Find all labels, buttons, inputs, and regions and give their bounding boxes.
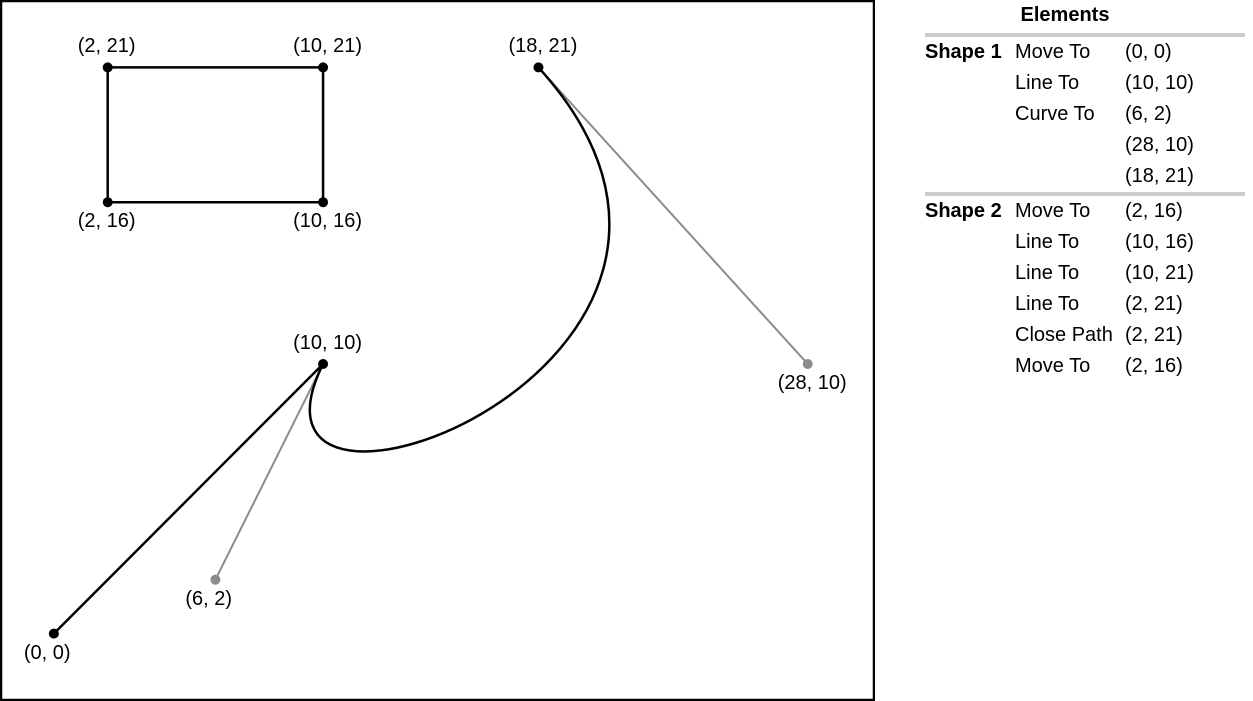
shape-name-cell (925, 99, 1015, 130)
point-label: (10, 21) (293, 35, 362, 58)
op-cell: Line To (1015, 258, 1125, 289)
anchor-point (533, 62, 543, 72)
op-cell: Move To (1015, 37, 1125, 68)
table-row: (28, 10) (925, 130, 1245, 161)
elements-table: Shape 1Move To(0, 0)Line To(10, 10)Curve… (925, 37, 1245, 192)
page: (0, 0)(10, 10)(18, 21)(2, 16)(10, 16)(10… (0, 0, 1253, 701)
drawing-canvas: (0, 0) (10, 10) (18, 21) (2, 16) (10, 16) (10… (0, 0, 875, 701)
point-label: (6, 2) (185, 588, 232, 611)
point-label: (2, 16) (78, 210, 136, 233)
anchor-point (103, 62, 113, 72)
control-point (210, 575, 220, 585)
op-cell: Move To (1015, 196, 1125, 227)
op-cell: Line To (1015, 227, 1125, 258)
coord-cell: (2, 16) (1125, 196, 1245, 227)
point-label: (10, 16) (293, 210, 362, 233)
anchor-point (103, 197, 113, 207)
point-label: (10, 10) (293, 332, 362, 355)
coord-cell: (2, 21) (1125, 289, 1245, 320)
table-row: Line To(10, 16) (925, 227, 1245, 258)
table-row: Close Path(2, 21) (925, 320, 1245, 351)
shape-name-cell (925, 68, 1015, 99)
table-row: Shape 1Move To(0, 0) (925, 37, 1245, 68)
point-label: (28, 10) (778, 372, 847, 395)
table-row: Line To(2, 21) (925, 289, 1245, 320)
op-cell: Curve To (1015, 99, 1125, 130)
op-cell: Move To (1015, 351, 1125, 382)
shape-name-cell (925, 227, 1015, 258)
op-cell: Close Path (1015, 320, 1125, 351)
shape-name-cell (925, 320, 1015, 351)
coord-cell: (0, 0) (1125, 37, 1245, 68)
coord-cell: (18, 21) (1125, 161, 1245, 192)
table-row: Shape 2Move To(2, 16) (925, 196, 1245, 227)
coord-cell: (10, 16) (1125, 227, 1245, 258)
table-row: Line To(10, 21) (925, 258, 1245, 289)
shape-name-cell: Shape 1 (925, 37, 1015, 68)
shape-name-cell (925, 351, 1015, 382)
point-label: (18, 21) (508, 35, 577, 58)
coord-cell: (2, 16) (1125, 351, 1245, 382)
control-point (803, 359, 813, 369)
elements-table: Shape 2Move To(2, 16)Line To(10, 16)Line… (925, 196, 1245, 382)
coord-cell: (2, 21) (1125, 320, 1245, 351)
anchor-point (318, 62, 328, 72)
shape-name-cell (925, 258, 1015, 289)
op-cell: Line To (1015, 68, 1125, 99)
coord-cell: (28, 10) (1125, 130, 1245, 161)
coord-cell: (10, 10) (1125, 68, 1245, 99)
table-row: Line To(10, 10) (925, 68, 1245, 99)
anchor-point (318, 197, 328, 207)
op-cell (1015, 130, 1125, 161)
table-row: Curve To(6, 2) (925, 99, 1245, 130)
shape-name-cell (925, 161, 1015, 192)
coord-cell: (10, 21) (1125, 258, 1245, 289)
table-row: Move To(2, 16) (925, 351, 1245, 382)
op-cell (1015, 161, 1125, 192)
coord-cell: (6, 2) (1125, 99, 1245, 130)
anchor-point (318, 359, 328, 369)
shape-name-cell (925, 289, 1015, 320)
elements-panel: ElementsShape 1Move To(0, 0)Line To(10, … (875, 0, 1253, 701)
shape-name-cell: Shape 2 (925, 196, 1015, 227)
shape-name-cell (925, 130, 1015, 161)
anchor-point (49, 629, 59, 639)
elements-title: Elements (925, 4, 1205, 33)
canvas-border (1, 1, 874, 700)
point-label: (2, 21) (78, 35, 136, 58)
op-cell: Line To (1015, 289, 1125, 320)
point-label: (0, 0) (24, 642, 71, 665)
table-row: (18, 21) (925, 161, 1245, 192)
